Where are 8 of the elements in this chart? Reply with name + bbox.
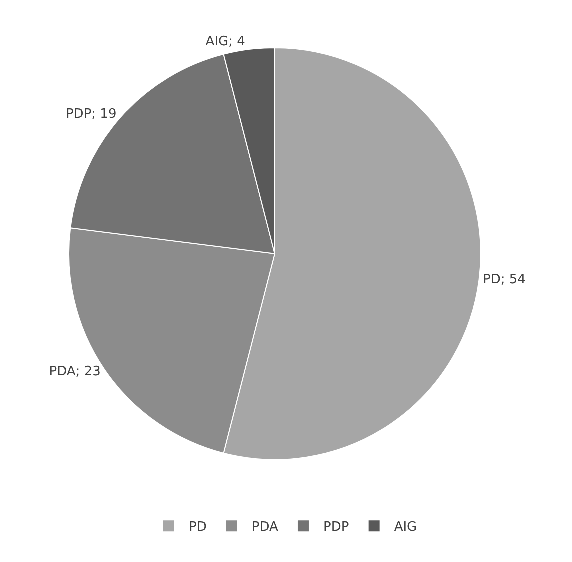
data-label: AIG; 4 (206, 34, 246, 50)
legend-label: PDA (252, 520, 278, 536)
legend-label: PDP (323, 520, 350, 536)
data-label: PD; 54 (483, 272, 526, 288)
data-label: PDP; 19 (66, 106, 117, 122)
legend-label: AIG (394, 520, 418, 536)
legend-label: PD (189, 520, 207, 536)
data-label: PDA; 23 (49, 364, 101, 380)
